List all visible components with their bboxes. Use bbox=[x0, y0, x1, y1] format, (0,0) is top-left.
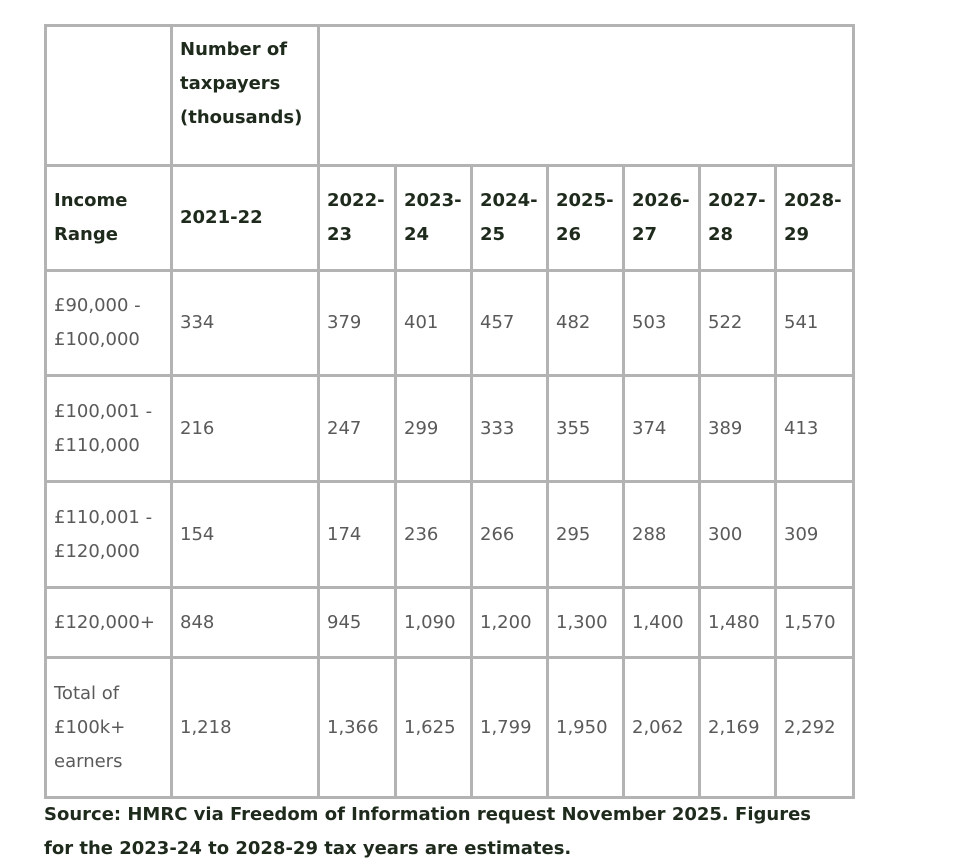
column-header: 2024-25 bbox=[470, 164, 549, 272]
cell: 1,799 bbox=[470, 656, 549, 799]
cell: 2,062 bbox=[622, 656, 701, 799]
cell: 1,950 bbox=[546, 656, 625, 799]
cell: 945 bbox=[317, 586, 397, 659]
cell: 300 bbox=[698, 480, 777, 589]
cell: 236 bbox=[394, 480, 473, 589]
cell: 355 bbox=[546, 374, 625, 483]
cell: 374 bbox=[622, 374, 701, 483]
source-note: Source: HMRC via Freedom of Information … bbox=[44, 804, 811, 859]
cell: 333 bbox=[470, 374, 549, 483]
row-label: £100,001 - £110,000 bbox=[44, 374, 173, 483]
column-header: 2027-28 bbox=[698, 164, 777, 272]
column-header: 2021-22 bbox=[170, 164, 320, 272]
table-row: £110,001 - £120,000 154 174 236 266 295 288 300… bbox=[44, 480, 856, 589]
column-header: Income Range bbox=[44, 164, 173, 272]
row-label: £110,001 - £120,000 bbox=[44, 480, 173, 589]
cell: 389 bbox=[698, 374, 777, 483]
cell: 1,200 bbox=[470, 586, 549, 659]
cell: 1,366 bbox=[317, 656, 397, 799]
cell: 503 bbox=[622, 269, 701, 377]
cell: 1,625 bbox=[394, 656, 473, 799]
cell: 1,300 bbox=[546, 586, 625, 659]
cell: 2,292 bbox=[773, 656, 856, 799]
column-header: 2026-27 bbox=[622, 164, 701, 272]
table-row: Total of £100k+ earners 1,218 1,366 1,625 1,… bbox=[44, 656, 856, 799]
table-row: £90,000 - £100,000 334 379 401 457 482 503 522 5… bbox=[44, 269, 856, 377]
cell: 1,218 bbox=[170, 656, 320, 799]
cell: 334 bbox=[170, 269, 320, 377]
row-label: £90,000 - £100,000 bbox=[44, 269, 173, 377]
cell: 1,400 bbox=[622, 586, 701, 659]
row-label: £120,000+ bbox=[44, 586, 173, 659]
cell: 1,090 bbox=[394, 586, 473, 659]
column-header: 2028-29 bbox=[773, 164, 856, 272]
table-row: £120,000+ 848 945 1,090 1,200 1,300 1,400 1,480… bbox=[44, 586, 856, 659]
cell: 299 bbox=[394, 374, 473, 483]
column-header: 2025-26 bbox=[546, 164, 625, 272]
empty-cell bbox=[316, 24, 856, 167]
data-table: Number of taxpayers (thousands) Income R… bbox=[44, 24, 856, 799]
cell: 288 bbox=[622, 480, 701, 589]
row-label: Total of £100k+ earners bbox=[44, 656, 173, 799]
cell: 413 bbox=[773, 374, 856, 483]
cell: 401 bbox=[394, 269, 473, 377]
empty-cell bbox=[44, 24, 173, 167]
cell: 216 bbox=[170, 374, 320, 483]
cell: 266 bbox=[470, 480, 549, 589]
table-row: £100,001 - £110,000 216 247 299 333 355 374 389… bbox=[44, 374, 856, 483]
cell: 247 bbox=[317, 374, 397, 483]
cell: 457 bbox=[470, 269, 549, 377]
cell: 2,169 bbox=[698, 656, 777, 799]
cell: 1,570 bbox=[773, 586, 856, 659]
cell: 154 bbox=[170, 480, 320, 589]
cell: 174 bbox=[317, 480, 397, 589]
column-header-row: Income Range 2021-22 2022-23 2023-24 2024-25… bbox=[44, 164, 856, 272]
cell: 541 bbox=[773, 269, 856, 377]
cell: 295 bbox=[546, 480, 625, 589]
cell: 379 bbox=[317, 269, 397, 377]
table-body: £90,000 - £100,000 334 379 401 457 482 503 522 5… bbox=[44, 269, 856, 799]
cell: 1,480 bbox=[698, 586, 777, 659]
group-header: Number of taxpayers (thousands) bbox=[170, 24, 320, 167]
column-header: 2022-23 bbox=[317, 164, 397, 272]
column-header: 2023-24 bbox=[394, 164, 473, 272]
cell: 848 bbox=[170, 586, 320, 659]
cell: 482 bbox=[546, 269, 625, 377]
cell: 522 bbox=[698, 269, 777, 377]
cell: 309 bbox=[773, 480, 856, 589]
group-header-row: Number of taxpayers (thousands) bbox=[44, 24, 856, 167]
